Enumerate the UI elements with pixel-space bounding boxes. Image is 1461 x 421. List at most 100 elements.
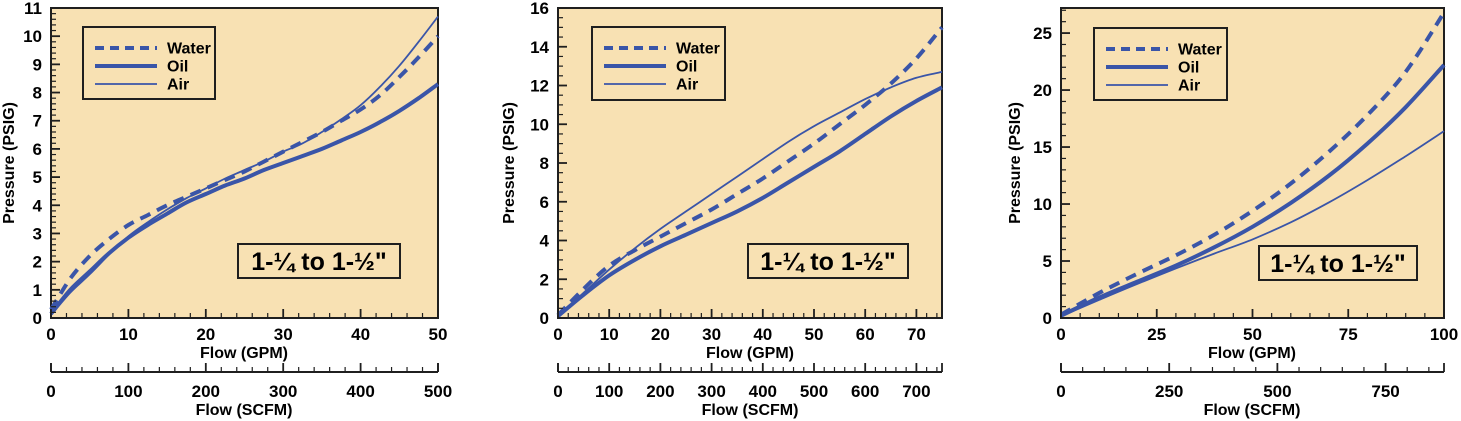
x-tick-label: 25 bbox=[1147, 325, 1166, 344]
scfm-axis-title: Flow (SCFM) bbox=[196, 402, 293, 419]
size-annotation-box bbox=[237, 243, 401, 279]
x-axis-title: Flow (GPM) bbox=[706, 345, 794, 362]
y-tick-label: 4 bbox=[33, 196, 43, 215]
x-tick-label: 10 bbox=[600, 325, 619, 344]
x-tick-label: 40 bbox=[753, 325, 772, 344]
water-curve bbox=[1060, 11, 1446, 317]
scfm-tick-label: 500 bbox=[424, 382, 452, 401]
scfm-axis: 0 100 200 300 400 500 600 700 bbox=[553, 363, 943, 401]
x-axis-ticks: 0 10 20 30 40 50 60 70 bbox=[553, 309, 938, 344]
y-tick-label: 15 bbox=[1033, 138, 1052, 157]
y-tick-label: 7 bbox=[33, 112, 42, 131]
scfm-tick-label: 0 bbox=[46, 382, 55, 401]
legend-label-water: Water bbox=[167, 41, 211, 58]
legend-label-oil: Oil bbox=[167, 59, 188, 76]
scfm-axis: 0 250 500 750 bbox=[1056, 363, 1445, 401]
x-axis-title: Flow (GPM) bbox=[200, 345, 288, 362]
water-curve bbox=[49, 34, 440, 311]
pressure-flow-chart-2: 0 2 4 6 8 10 12 14 16 0 10 20 30 40 50 60 70 WaterOilAi… bbox=[501, 0, 944, 419]
size-annotation-label: 1-¼ to 1-½" bbox=[760, 248, 896, 276]
x-tick-label: 60 bbox=[856, 325, 875, 344]
air-curve bbox=[557, 71, 943, 317]
y-tick-label: 9 bbox=[33, 55, 42, 74]
x-tick-label: 10 bbox=[119, 325, 138, 344]
y-tick-label: 8 bbox=[540, 154, 549, 173]
x-tick-label: 75 bbox=[1339, 325, 1358, 344]
curves bbox=[556, 26, 944, 318]
scfm-tick-label: 100 bbox=[114, 382, 142, 401]
y-tick-label: 10 bbox=[23, 27, 42, 46]
legend-label-oil: Oil bbox=[676, 59, 697, 76]
y-tick-label: 20 bbox=[1033, 81, 1052, 100]
legend-label-air: Air bbox=[1178, 78, 1200, 95]
water-curve bbox=[556, 26, 944, 317]
chart-panel-1: 0 1 2 3 4 5 6 7 8 9 10 11 0 10 20 30 40 50 Water Oil Air 1… bbox=[0, 0, 487, 421]
y-tick-label: 16 bbox=[530, 0, 549, 18]
y-tick-label: 4 bbox=[540, 232, 550, 251]
y-axis-title: Pressure (PSIG) bbox=[501, 102, 518, 224]
y-tick-label: 2 bbox=[540, 270, 549, 289]
scfm-tick-label: 300 bbox=[697, 382, 725, 401]
y-tick-label: 12 bbox=[530, 77, 549, 96]
x-tick-label: 0 bbox=[553, 325, 562, 344]
x-axis-ticks: 0 10 20 30 40 50 bbox=[46, 309, 447, 344]
y-axis-ticks: 0 2 4 6 8 10 12 14 16 bbox=[530, 0, 567, 328]
scfm-tick-label: 600 bbox=[851, 382, 879, 401]
y-tick-label: 6 bbox=[540, 193, 549, 212]
scfm-tick-label: 400 bbox=[346, 382, 374, 401]
scfm-tick-label: 0 bbox=[1056, 382, 1065, 401]
y-tick-label: 8 bbox=[33, 84, 42, 103]
scfm-tick-label: 100 bbox=[595, 382, 623, 401]
size-annotation-label: 1-¼ to 1-½" bbox=[1270, 250, 1406, 278]
x-tick-label: 70 bbox=[907, 325, 926, 344]
size-annotation-label: 1-¼ to 1-½" bbox=[251, 248, 387, 276]
chart-panel-2: 0 2 4 6 8 10 12 14 16 0 10 20 30 40 50 60 70 Water Oil Ai… bbox=[487, 0, 974, 421]
scfm-tick-label: 750 bbox=[1371, 382, 1399, 401]
scfm-tick-label: 500 bbox=[800, 382, 828, 401]
x-tick-label: 0 bbox=[1056, 325, 1065, 344]
scfm-axis: 0 100 200 300 400 500 bbox=[46, 363, 452, 401]
scfm-axis-title: Flow (SCFM) bbox=[1204, 402, 1301, 419]
scfm-tick-label: 700 bbox=[902, 382, 930, 401]
y-tick-label: 10 bbox=[1033, 195, 1052, 214]
scfm-tick-label: 0 bbox=[553, 382, 562, 401]
air-curve bbox=[50, 15, 439, 316]
x-axis-title: Flow (GPM) bbox=[1208, 345, 1296, 362]
size-annotation-box bbox=[1258, 245, 1418, 281]
curves bbox=[1060, 11, 1446, 318]
scfm-tick-label: 500 bbox=[1263, 382, 1291, 401]
x-tick-label: 50 bbox=[429, 325, 448, 344]
y-tick-label: 10 bbox=[530, 115, 549, 134]
y-tick-label: 3 bbox=[33, 224, 42, 243]
size-annotation: 1-¼ to 1-½" bbox=[237, 243, 401, 279]
scfm-tick-label: 250 bbox=[1155, 382, 1183, 401]
x-axis-ticks: 0 25 50 75 100 bbox=[1056, 309, 1458, 344]
size-annotation: 1-¼ to 1-½" bbox=[747, 243, 909, 279]
x-tick-label: 100 bbox=[1430, 325, 1458, 344]
y-axis-ticks: 0 5 10 15 20 25 bbox=[1033, 9, 1070, 328]
x-tick-label: 40 bbox=[351, 325, 370, 344]
y-tick-label: 0 bbox=[1043, 309, 1052, 328]
x-tick-label: 20 bbox=[651, 325, 670, 344]
y-tick-label: 5 bbox=[33, 168, 42, 187]
x-tick-label: 50 bbox=[1243, 325, 1262, 344]
legend-label-air: Air bbox=[167, 77, 189, 94]
oil-curve bbox=[1060, 63, 1446, 318]
legend-box bbox=[1093, 27, 1228, 101]
y-axis-title: Pressure (PSIG) bbox=[1, 102, 18, 224]
legend-box bbox=[82, 26, 216, 100]
size-annotation: 1-¼ to 1-½" bbox=[1258, 245, 1418, 281]
x-tick-label: 30 bbox=[274, 325, 293, 344]
legend-box bbox=[591, 26, 726, 101]
scfm-axis-title: Flow (SCFM) bbox=[702, 402, 799, 419]
y-tick-label: 2 bbox=[33, 253, 42, 272]
y-tick-label: 25 bbox=[1033, 24, 1052, 43]
chart-panel-3: 0 5 10 15 20 25 0 25 50 75 100 Water Oil Air 1-¼ to… bbox=[974, 0, 1461, 421]
y-tick-label: 5 bbox=[1043, 252, 1052, 271]
